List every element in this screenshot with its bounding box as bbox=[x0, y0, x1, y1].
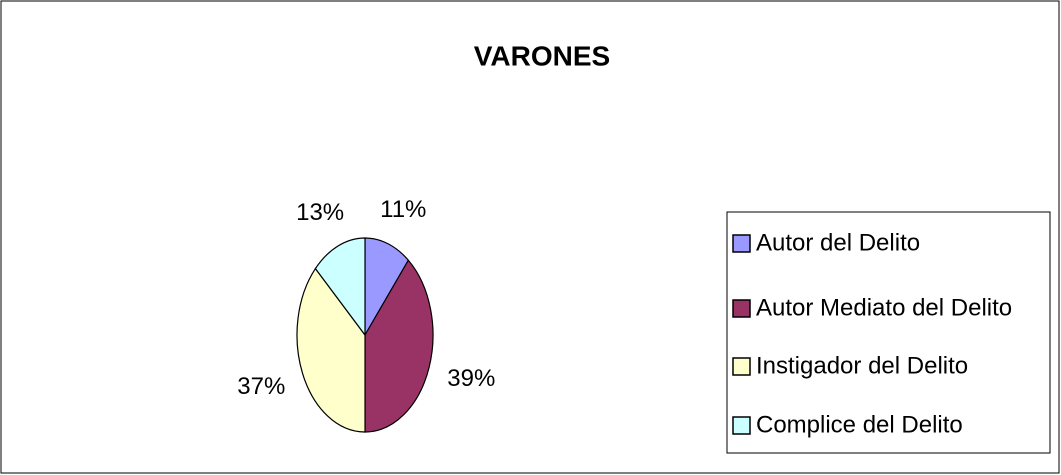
legend-label: Instigador del Delito bbox=[756, 352, 968, 379]
legend-label: Autor Mediato del Delito bbox=[756, 294, 1012, 321]
pie-slice bbox=[314, 237, 366, 337]
chart-title: VARONES bbox=[474, 40, 610, 71]
legend-box bbox=[726, 211, 1051, 454]
legend-label: Complice del Delito bbox=[756, 411, 963, 438]
pie-slice bbox=[364, 237, 410, 338]
pie-slice bbox=[364, 259, 434, 433]
legend-swatch bbox=[732, 234, 751, 253]
pie-slice bbox=[296, 267, 366, 433]
legend-swatch bbox=[732, 357, 751, 376]
legend-label: Autor del Delito bbox=[756, 229, 920, 256]
data-label: 39% bbox=[447, 365, 495, 392]
data-label: 11% bbox=[380, 196, 426, 223]
legend-swatch bbox=[732, 416, 751, 435]
data-label: 37% bbox=[237, 373, 285, 400]
data-label: 13% bbox=[296, 199, 344, 226]
legend-swatch bbox=[732, 299, 751, 318]
